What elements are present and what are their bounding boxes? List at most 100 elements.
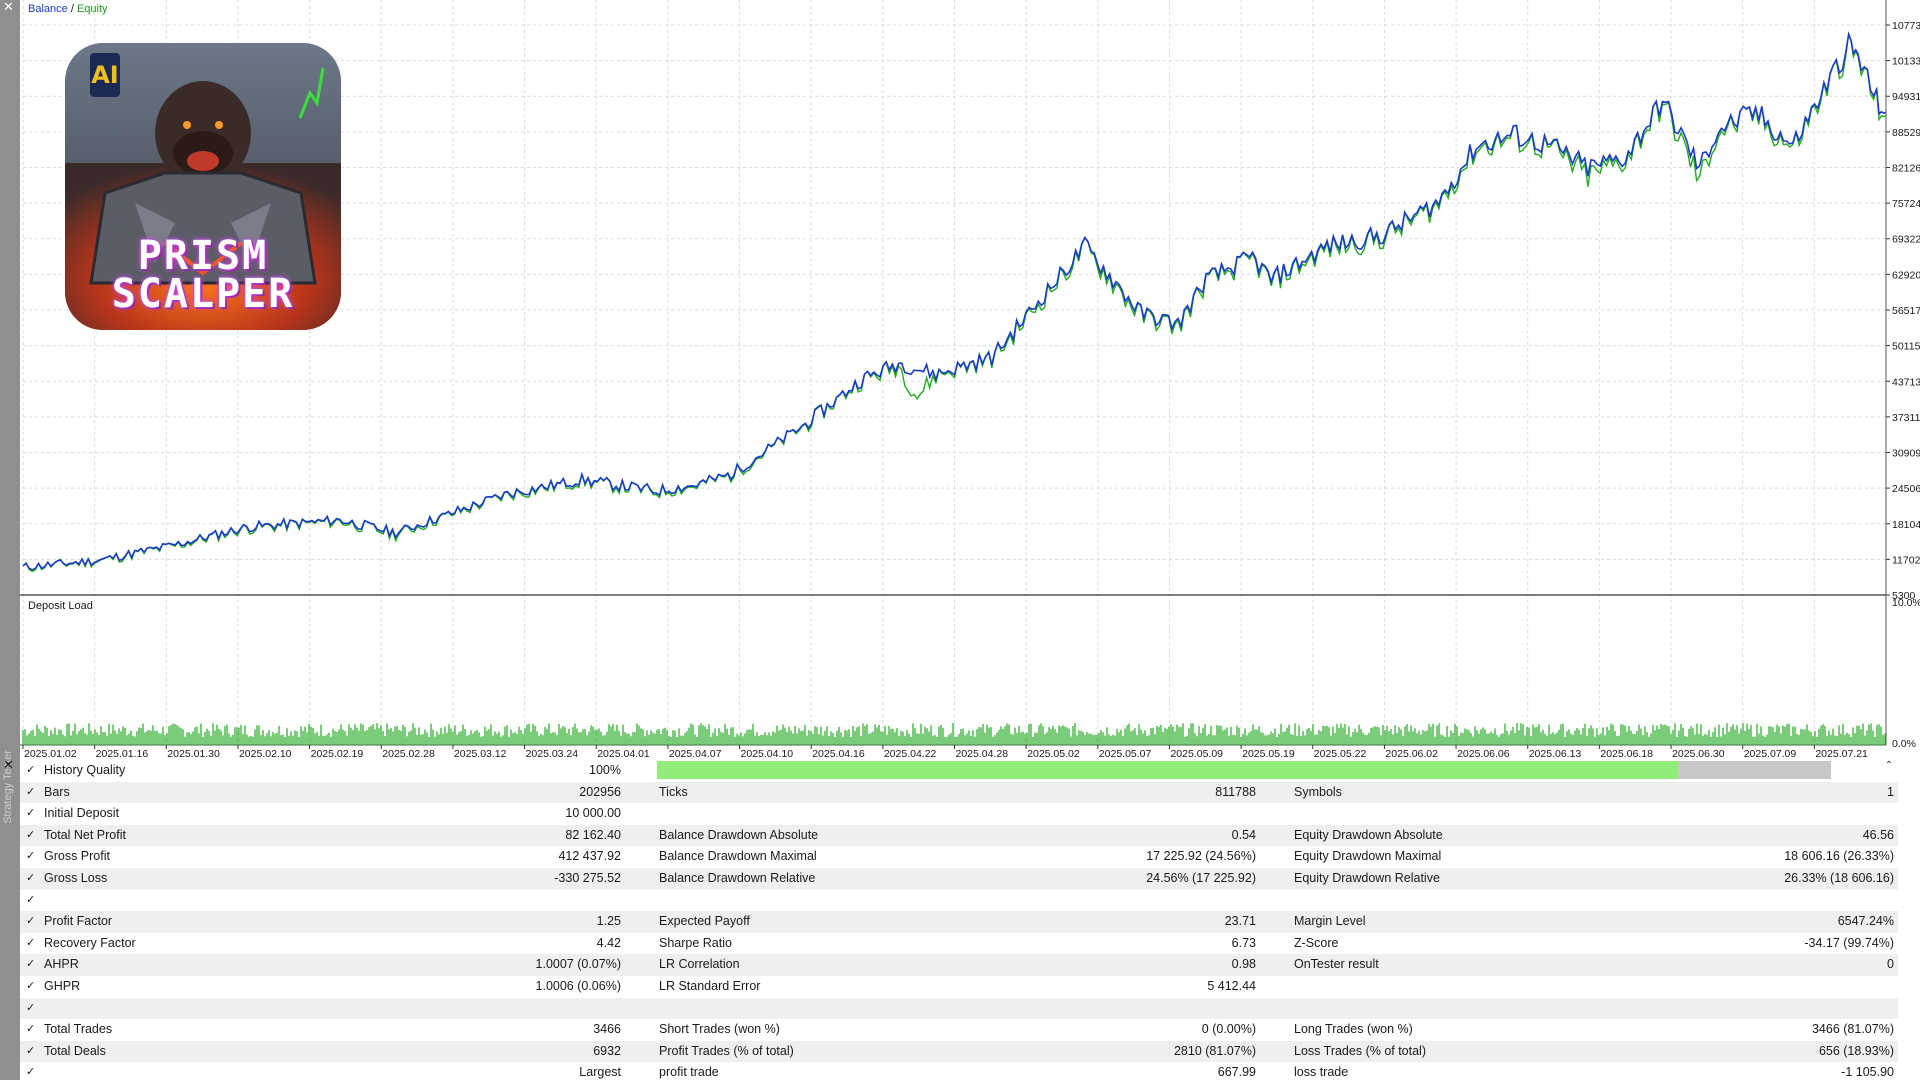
metric-label: History Quality (44, 763, 126, 777)
metric-label: Initial Deposit (44, 806, 120, 821)
deposit-load-tick: 10.0% (1892, 597, 1920, 609)
metric-label: loss trade (1294, 1065, 1349, 1080)
row-check-icon: ✓ (26, 872, 36, 884)
logo-title-line2: SCALPER (111, 271, 295, 317)
report-row: ✓ Total Trades 3466 Short Trades (won %) 0 (… (20, 1019, 1898, 1041)
metric-label: Gross Profit (44, 849, 110, 864)
metric-label: Sharpe Ratio (659, 935, 732, 950)
metric-label: Bars (44, 784, 70, 799)
metric-label: Balance Drawdown Maximal (659, 849, 817, 864)
x-tick-label: 2025.01.02 (24, 748, 77, 760)
report-row: ✓ Initial Deposit 10 000.00 (20, 803, 1898, 825)
row-check-icon: ✓ (26, 1066, 36, 1079)
metric-value: 5 412.44 (1207, 979, 1256, 993)
x-tick-label: 2025.04.01 (597, 748, 650, 760)
row-check-icon: ✓ (26, 936, 36, 949)
metric-value: 2810 (81.07%) (1173, 1043, 1256, 1058)
metric-value: 811788 (1215, 784, 1256, 799)
metric-label: GHPR (44, 979, 81, 993)
metric-value: 0.98 (1231, 957, 1256, 972)
history-quality-fill (657, 761, 1679, 779)
history-quality-bar (657, 761, 1831, 779)
y-tick-label: 69322 (1892, 234, 1920, 246)
tester-chart[interactable]: 107735 101333 94931 88529 82126 75724 69322 629… (20, 0, 1920, 760)
metric-value: 412 437.92 (558, 849, 621, 864)
report-row: ✓ Profit Factor 1.25 Expected Payoff 23.71 Ma… (20, 911, 1898, 933)
metric-label: LR Standard Error (659, 979, 761, 993)
x-tick-label: 2025.05.19 (1242, 748, 1295, 760)
y-tick-label: 56517 (1892, 305, 1920, 317)
metric-label: Equity Drawdown Relative (1294, 871, 1440, 885)
metric-value: 4.42 (596, 935, 621, 950)
x-tick-label: 2025.04.16 (812, 748, 865, 760)
metric-value: 0 (0.00%) (1201, 1022, 1256, 1037)
y-tick-label: 37311 (1892, 412, 1920, 424)
y-tick-label: 24506 (1892, 483, 1920, 495)
deposit-load-bars (22, 723, 1886, 745)
x-tick-label: 2025.06.18 (1600, 748, 1653, 760)
x-tick-label: 2025.06.13 (1529, 748, 1582, 760)
legend-balance: Balance (28, 3, 68, 15)
y-tick-label: 75724 (1892, 198, 1920, 210)
y-tick-label: 30909 (1892, 447, 1920, 459)
row-check-icon: ✓ (26, 958, 36, 971)
legend-separator: / (70, 3, 74, 15)
x-tick-label: 2025.04.28 (956, 748, 1009, 760)
y-tick-label: 62920 (1892, 269, 1920, 281)
metric-label: Profit Factor (44, 914, 113, 929)
metric-value: 1.0006 (0.06%) (535, 979, 621, 993)
deposit-load-label: Deposit Load (28, 600, 93, 612)
report-row: ✓ Total Deals 6932 Profit Trades (% of tota… (20, 1040, 1898, 1063)
metric-label: Balance Drawdown Relative (659, 871, 816, 885)
metric-value: 26.33% (18 606.16) (1784, 871, 1894, 885)
scroll-up-button[interactable]: ⌃ (1884, 760, 1894, 771)
row-check-icon: ✓ (26, 1001, 36, 1014)
panel-close-icon[interactable]: ✕ (3, 757, 14, 772)
x-tick-label: 2025.04.10 (741, 748, 794, 760)
metric-value: 23.71 (1224, 914, 1256, 929)
y-tick-label: 101333 (1892, 56, 1920, 68)
row-check-icon: ✓ (26, 807, 36, 820)
chart-legend: Balance / Equity (28, 3, 108, 15)
metric-label: Short Trades (won %) (659, 1022, 780, 1037)
row-check-icon: ✓ (26, 980, 36, 992)
x-tick-label: 2025.02.10 (239, 748, 292, 760)
metric-value: 1 (1887, 784, 1894, 799)
y-tick-label: 43713 (1892, 376, 1920, 388)
metric-value: 6932 (593, 1043, 621, 1058)
y-tick-label: 11702 (1892, 554, 1920, 566)
metric-value: Largest (579, 1065, 621, 1080)
metric-label: Ticks (659, 784, 688, 799)
metric-value: 656 (18.93%) (1818, 1043, 1894, 1058)
y-tick-label: 82126 (1892, 163, 1920, 175)
metric-label: Long Trades (won %) (1294, 1022, 1413, 1037)
metric-label: OnTester result (1294, 957, 1379, 972)
chart-canvas[interactable]: 107735 101333 94931 88529 82126 75724 69322 629… (20, 0, 1920, 760)
x-tick-label: 2025.02.19 (311, 748, 364, 760)
balance-series-line (22, 30, 1887, 571)
metric-value: 24.56% (17 225.92) (1146, 871, 1256, 885)
report-row: ✓ Largest profit trade 667.99 loss trade -1 1… (20, 1062, 1898, 1084)
x-tick-label: 2025.05.22 (1314, 748, 1367, 760)
y-tick-label: 107735 (1892, 20, 1920, 32)
row-check-icon: ✓ (26, 915, 36, 928)
metric-value: 202956 (579, 784, 621, 799)
metric-value: 1.25 (596, 914, 621, 929)
metric-label: Total Net Profit (44, 827, 126, 842)
report-row: ✓ Recovery Factor 4.42 Sharpe Ratio 6.73 Z-Sc… (20, 933, 1898, 955)
row-check-icon: ✓ (26, 764, 36, 776)
x-tick-label: 2025.06.30 (1672, 748, 1725, 760)
report-row: ✓ Total Net Profit 82 162.40 Balance Drawdo… (20, 824, 1898, 847)
metric-value: 1.0007 (0.07%) (535, 957, 621, 972)
metric-label: Balance Drawdown Absolute (659, 827, 819, 842)
metric-value: 10 000.00 (565, 806, 621, 821)
y-tick-label: 18104 (1892, 519, 1920, 531)
metric-value: 17 225.92 (24.56%) (1146, 849, 1256, 864)
close-icon[interactable]: ✕ (3, 0, 14, 14)
metric-label: Margin Level (1294, 914, 1366, 929)
metric-value: 667.99 (1217, 1065, 1256, 1080)
row-check-icon: ✓ (26, 893, 36, 906)
x-tick-label: 2025.01.16 (96, 748, 149, 760)
metric-label: Total Trades (44, 1022, 113, 1037)
x-tick-label: 2025.05.02 (1027, 748, 1080, 760)
